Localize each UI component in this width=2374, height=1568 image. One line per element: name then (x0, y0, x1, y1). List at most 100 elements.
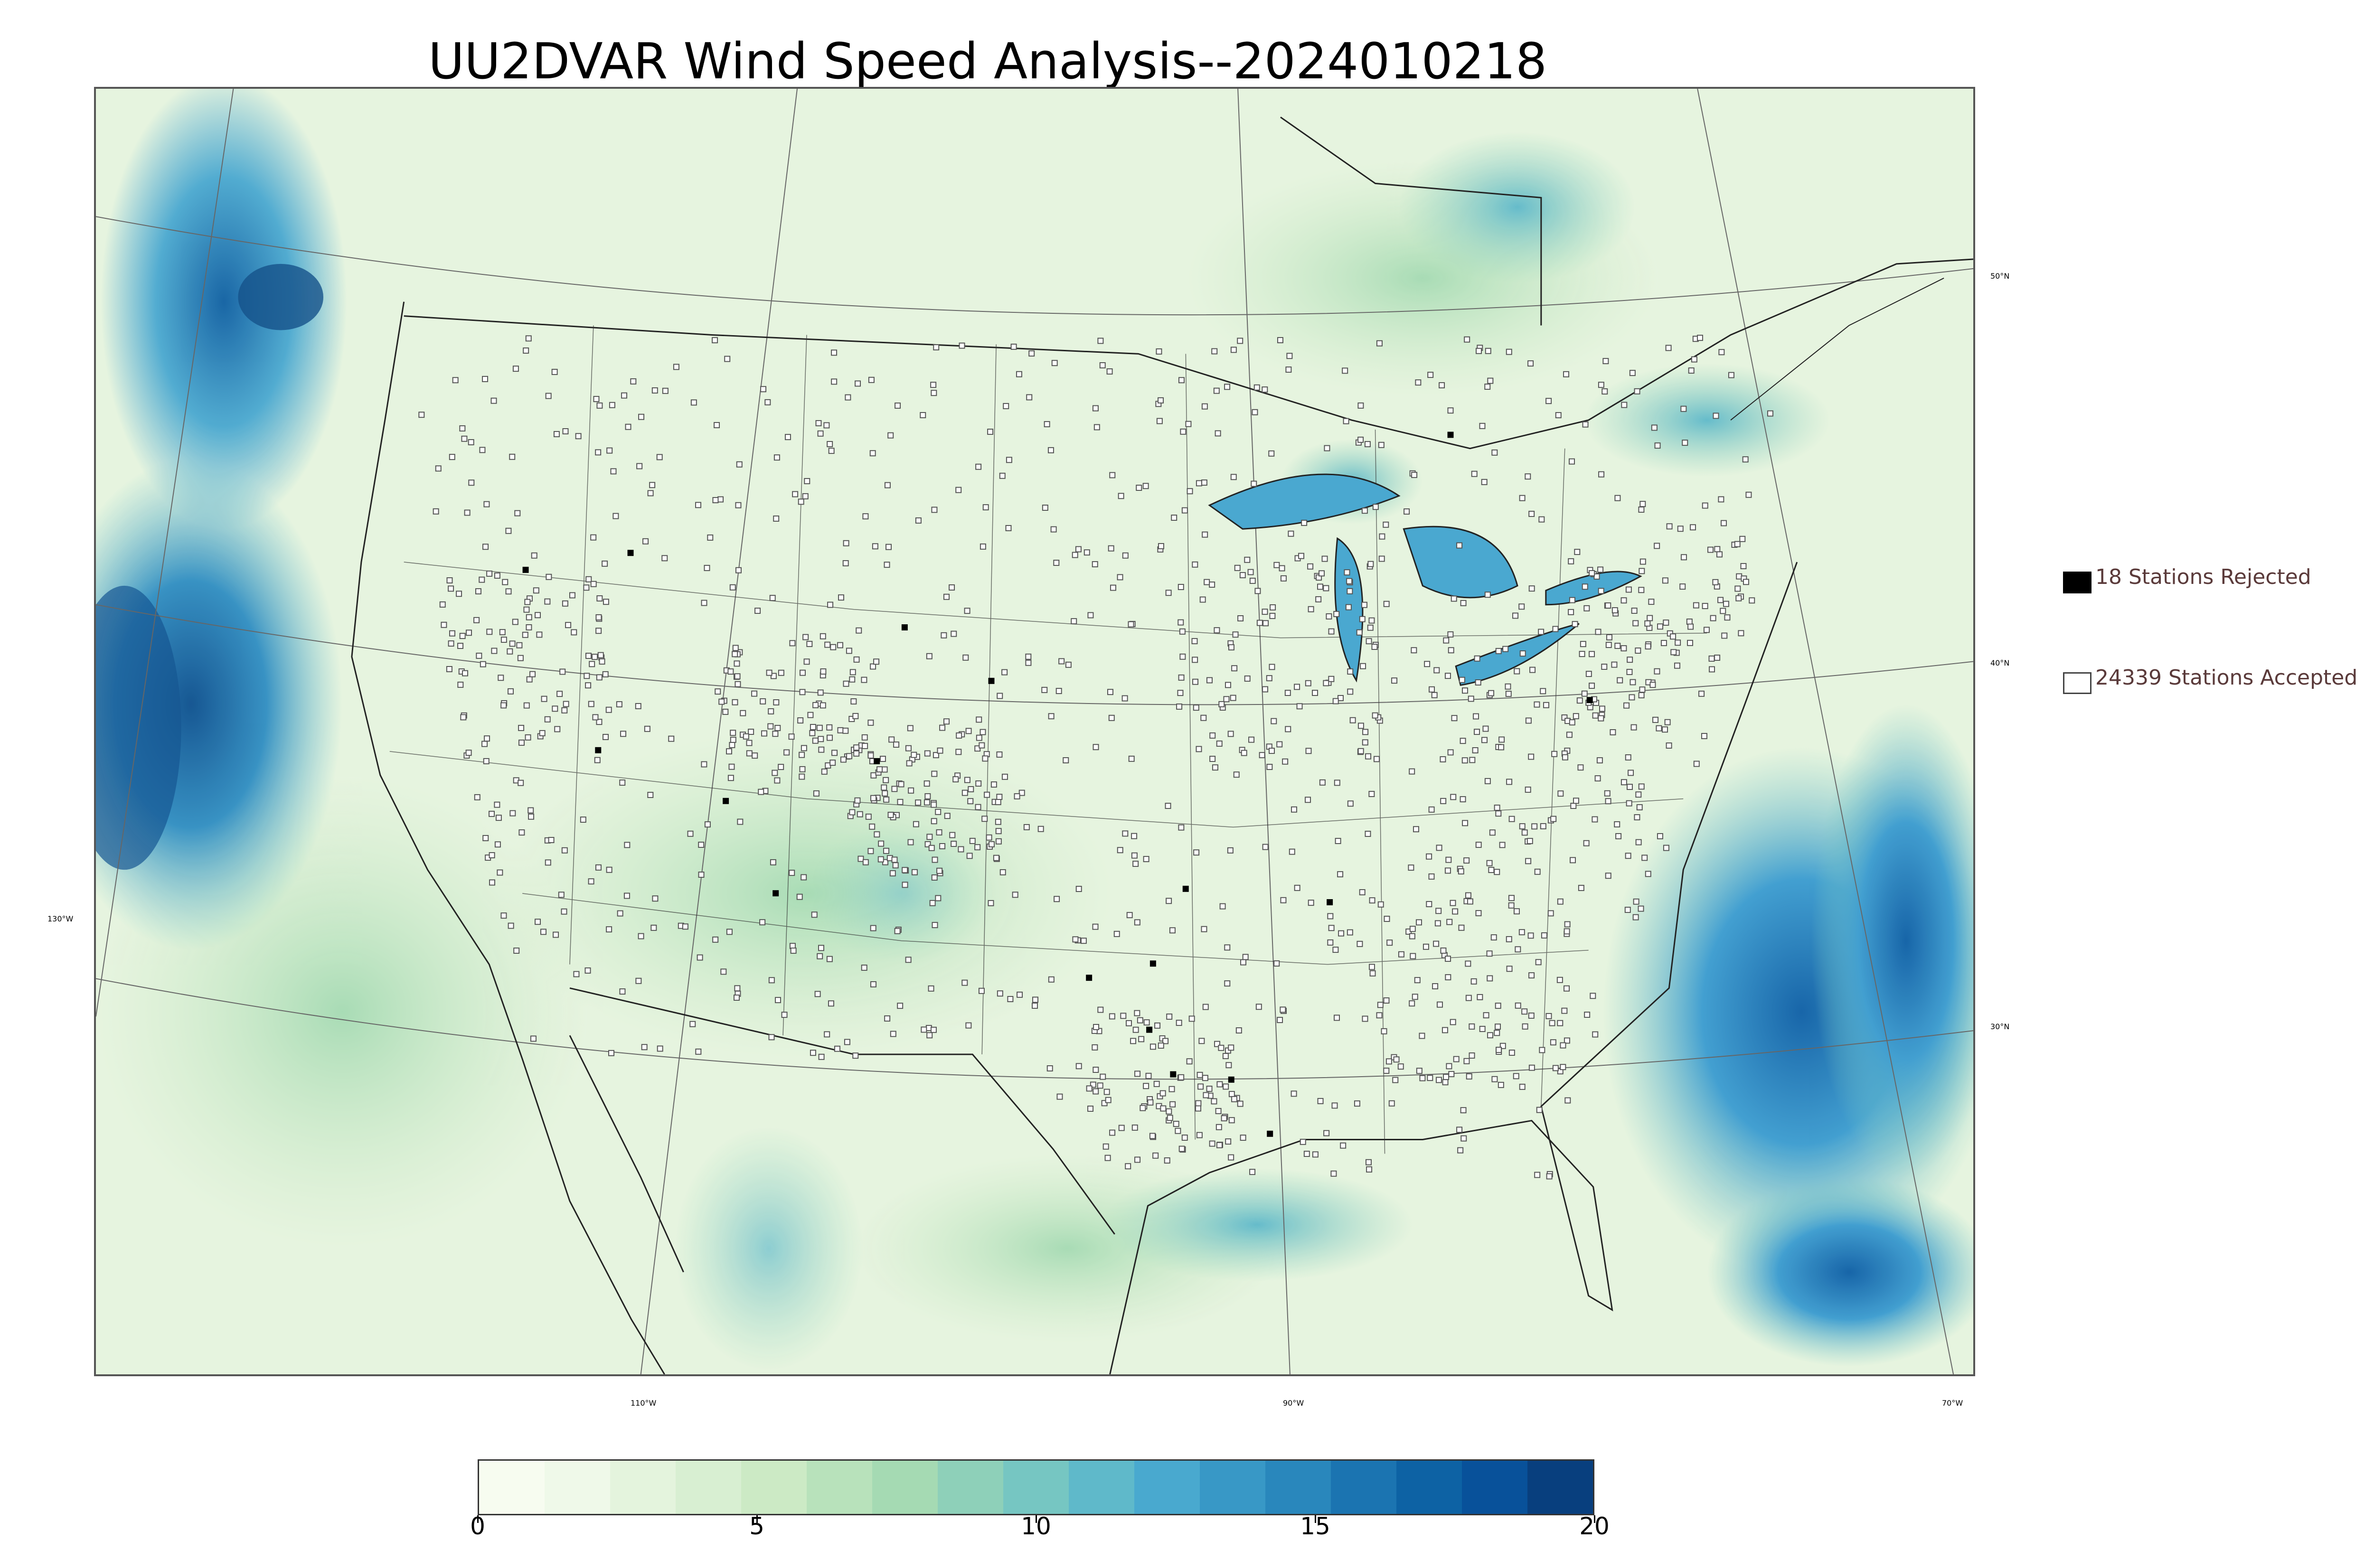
accepted-station-marker (1392, 1077, 1399, 1083)
accepted-station-marker (773, 699, 780, 705)
accepted-station-marker (1720, 608, 1726, 614)
accepted-station-marker (931, 801, 937, 808)
accepted-station-marker (1185, 421, 1192, 427)
colorbar-tick-label: 20 (1579, 1512, 1610, 1540)
accepted-station-marker (732, 651, 738, 657)
colorbar-cell (807, 1461, 872, 1514)
accepted-station-marker (913, 821, 919, 827)
accepted-station-marker (1494, 804, 1500, 811)
accepted-station-marker (1087, 1105, 1094, 1112)
accepted-station-marker (732, 699, 738, 705)
accepted-station-marker (1255, 1004, 1262, 1010)
accepted-station-marker (1340, 1142, 1347, 1149)
accepted-station-marker (1495, 1023, 1501, 1030)
accepted-station-marker (625, 423, 631, 430)
accepted-station-marker (803, 658, 810, 665)
accepted-station-marker (1479, 1025, 1486, 1032)
accepted-station-marker (1391, 677, 1398, 684)
accepted-station-marker (1075, 886, 1082, 892)
accepted-station-marker (1635, 839, 1642, 845)
accepted-station-marker (1597, 566, 1604, 573)
accepted-station-marker (1645, 643, 1651, 650)
accepted-station-marker (1198, 1038, 1205, 1044)
accepted-station-marker (943, 718, 950, 725)
accepted-station-marker (965, 1022, 972, 1029)
accepted-station-marker (965, 728, 972, 734)
accepted-station-marker (737, 818, 744, 825)
accepted-station-marker (1413, 826, 1419, 833)
accepted-station-marker (799, 689, 806, 695)
accepted-station-marker (1545, 1013, 1552, 1019)
accepted-station-marker (995, 799, 1001, 806)
accepted-station-marker (1219, 903, 1226, 910)
accepted-station-marker (1632, 914, 1639, 920)
colorbar-cell (1396, 1461, 1462, 1514)
accepted-station-marker (1712, 579, 1719, 585)
accepted-station-marker (1162, 1038, 1169, 1044)
accepted-station-marker (620, 731, 627, 737)
accepted-station-marker (1012, 892, 1018, 898)
accepted-station-marker (1447, 631, 1454, 638)
accepted-station-marker (1080, 938, 1087, 944)
accepted-station-marker (1383, 1068, 1390, 1074)
accepted-station-marker (1620, 645, 1627, 652)
accepted-station-marker (1231, 1096, 1238, 1102)
accepted-station-marker (781, 1012, 788, 1018)
accepted-station-marker (924, 841, 931, 847)
accepted-station-marker (1230, 474, 1237, 480)
accepted-station-marker (1598, 715, 1604, 722)
accepted-station-marker (701, 600, 707, 606)
accepted-station-marker (551, 368, 558, 375)
accepted-station-marker (1426, 901, 1432, 908)
accepted-station-marker (1176, 1020, 1182, 1026)
accepted-station-marker (1465, 960, 1471, 967)
accepted-station-marker (1657, 623, 1664, 630)
accepted-station-marker (907, 839, 914, 845)
accepted-station-marker (1445, 974, 1451, 981)
accepted-station-marker (931, 818, 937, 825)
colorbar-cell (1265, 1461, 1331, 1514)
accepted-station-marker (1093, 744, 1099, 751)
accepted-station-marker (523, 702, 530, 709)
accepted-station-marker (1093, 1023, 1100, 1030)
accepted-station-marker (849, 676, 856, 683)
accepted-station-marker (595, 449, 602, 456)
accepted-station-marker (890, 1031, 896, 1037)
accepted-station-marker (1109, 1013, 1115, 1020)
accepted-station-marker (1626, 784, 1633, 790)
accepted-station-marker (1429, 686, 1435, 693)
accepted-station-marker (1143, 1083, 1149, 1089)
accepted-station-marker (1623, 702, 1630, 709)
accepted-station-marker (1617, 677, 1623, 684)
accepted-station-marker (1568, 609, 1574, 615)
accepted-station-marker (982, 504, 989, 511)
accepted-station-marker (1222, 1053, 1229, 1060)
accepted-station-marker (1599, 705, 1605, 712)
accepted-station-marker (802, 634, 809, 640)
accepted-station-marker (1291, 1090, 1297, 1097)
accepted-station-marker (714, 422, 720, 428)
accepted-station-marker (513, 948, 520, 954)
colorbar-tick-label: 5 (749, 1512, 764, 1540)
accepted-station-marker (722, 708, 729, 715)
colorbar-cell (938, 1461, 1003, 1514)
accepted-station-marker (1525, 786, 1531, 793)
accepted-station-marker (1032, 1003, 1038, 1009)
accepted-station-marker (1178, 1145, 1185, 1152)
accepted-station-marker (489, 852, 495, 859)
accepted-station-marker (457, 681, 464, 688)
accepted-station-marker (1564, 1097, 1571, 1104)
accepted-station-marker (930, 382, 937, 388)
accepted-station-marker (881, 766, 888, 773)
accepted-station-marker (813, 790, 820, 797)
accepted-station-marker (1491, 1076, 1498, 1082)
accepted-station-marker (1677, 526, 1684, 532)
accepted-station-marker (850, 698, 857, 704)
accepted-station-marker (1269, 664, 1275, 670)
accepted-station-marker (1720, 520, 1727, 526)
accepted-station-marker (1173, 1120, 1179, 1127)
accepted-station-marker (1451, 595, 1457, 602)
accepted-station-marker (1197, 1083, 1204, 1090)
accepted-station-marker (1469, 757, 1476, 763)
accepted-station-marker (1334, 1014, 1340, 1021)
